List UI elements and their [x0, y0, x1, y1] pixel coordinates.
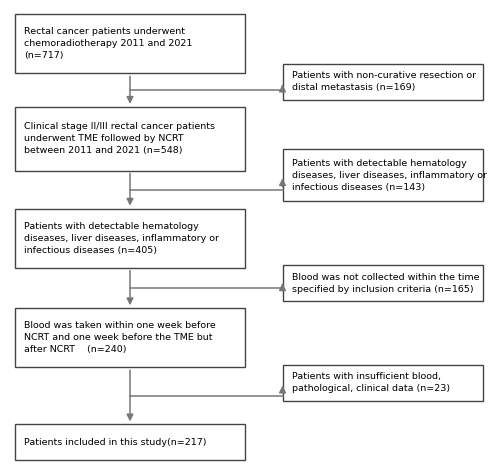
- Text: Patients with detectable hematology
diseases, liver diseases, inflammatory or
in: Patients with detectable hematology dise…: [292, 159, 486, 192]
- Text: Patients with non-curative resection or
distal metastasis (n=169): Patients with non-curative resection or …: [292, 71, 476, 92]
- Text: Blood was not collected within the time
specified by inclusion criteria (n=165): Blood was not collected within the time …: [292, 273, 479, 294]
- FancyBboxPatch shape: [15, 14, 245, 73]
- FancyBboxPatch shape: [282, 64, 482, 100]
- FancyBboxPatch shape: [15, 107, 245, 171]
- Text: Clinical stage II/III rectal cancer patients
underwent TME followed by NCRT
betw: Clinical stage II/III rectal cancer pati…: [24, 122, 215, 155]
- Text: Patients with detectable hematology
diseases, liver diseases, inflammatory or
in: Patients with detectable hematology dise…: [24, 221, 219, 255]
- FancyBboxPatch shape: [282, 365, 482, 401]
- FancyBboxPatch shape: [282, 149, 482, 201]
- FancyBboxPatch shape: [15, 209, 245, 268]
- FancyBboxPatch shape: [282, 265, 482, 301]
- Text: Patients with insufficient blood,
pathological, clinical data (n=23): Patients with insufficient blood, pathol…: [292, 372, 450, 393]
- Text: Patients included in this study(n=217): Patients included in this study(n=217): [24, 438, 206, 447]
- FancyBboxPatch shape: [15, 308, 245, 367]
- Text: Rectal cancer patients underwent
chemoradiotherapy 2011 and 2021
(n=717): Rectal cancer patients underwent chemora…: [24, 27, 192, 61]
- FancyBboxPatch shape: [15, 424, 245, 460]
- Text: Blood was taken within one week before
NCRT and one week before the TME but
afte: Blood was taken within one week before N…: [24, 321, 216, 355]
